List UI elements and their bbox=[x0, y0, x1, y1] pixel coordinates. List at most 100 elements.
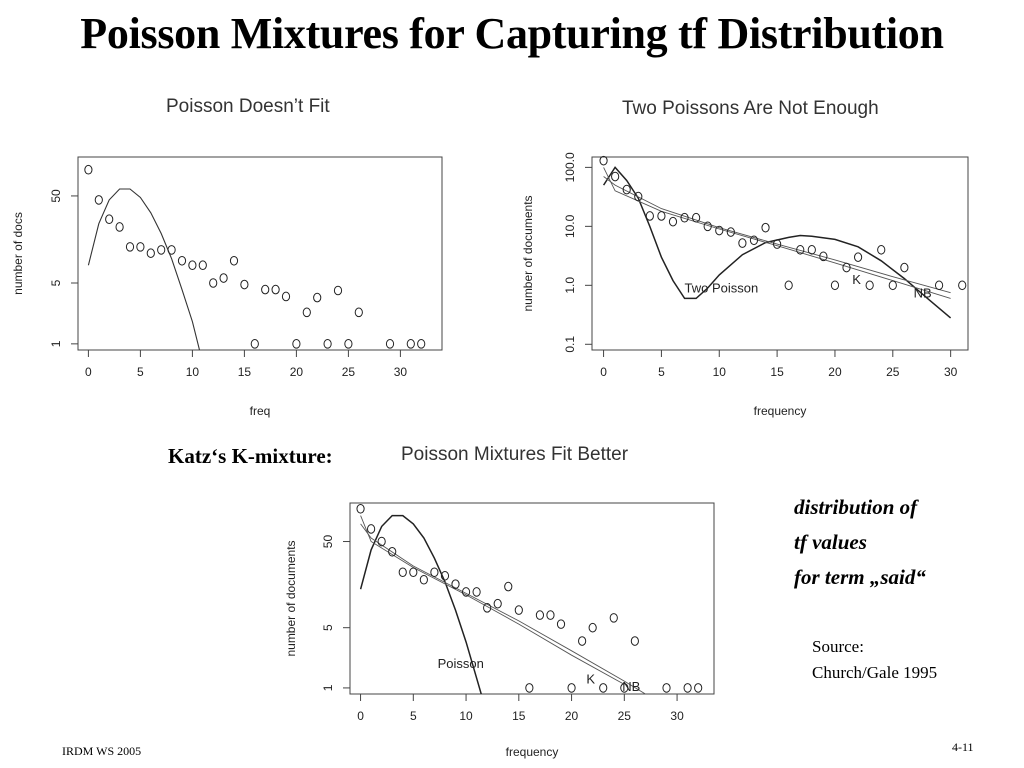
series-label: Poisson bbox=[438, 656, 484, 671]
data-point bbox=[807, 245, 816, 255]
data-point bbox=[738, 238, 747, 248]
x-tick-label: 10 bbox=[186, 365, 200, 379]
data-point bbox=[761, 222, 770, 233]
chart-2-title: Two Poissons Are Not Enough bbox=[622, 98, 879, 119]
y-tick-label: 5 bbox=[321, 624, 335, 631]
data-point bbox=[281, 291, 291, 302]
source-label: Source: bbox=[812, 637, 864, 656]
plot-frame bbox=[591, 156, 969, 351]
x-tick-label: 0 bbox=[600, 365, 607, 379]
data-point bbox=[323, 339, 332, 349]
data-point bbox=[877, 245, 886, 255]
x-tick-label: 25 bbox=[342, 365, 356, 379]
data-point bbox=[630, 636, 639, 646]
data-point bbox=[94, 195, 103, 205]
data-point bbox=[703, 221, 712, 232]
data-point bbox=[367, 524, 376, 534]
x-tick-label: 15 bbox=[512, 709, 526, 723]
x-tick-label: 25 bbox=[886, 365, 900, 379]
poisson-curve bbox=[87, 188, 201, 350]
source-citation: Church/Gale 1995 bbox=[812, 663, 938, 682]
data-point bbox=[271, 284, 280, 295]
data-point bbox=[388, 546, 397, 557]
plot-frame bbox=[349, 502, 715, 695]
data-point bbox=[599, 155, 608, 166]
data-point bbox=[461, 587, 471, 597]
y-tick-label: 100.0 bbox=[563, 152, 577, 182]
data-point bbox=[715, 225, 724, 236]
data-point bbox=[292, 339, 301, 349]
data-point bbox=[177, 255, 187, 266]
data-point bbox=[784, 280, 793, 291]
x-tick-label: 0 bbox=[85, 365, 92, 379]
series-line-k bbox=[603, 167, 951, 299]
data-point bbox=[611, 171, 620, 182]
data-point bbox=[645, 211, 654, 221]
data-point bbox=[125, 242, 135, 252]
description-line: for term „said“ bbox=[794, 565, 926, 589]
x-tick-label: 25 bbox=[618, 709, 632, 723]
data-point bbox=[535, 610, 545, 620]
data-point bbox=[493, 598, 502, 609]
data-point bbox=[819, 251, 828, 262]
slide-title: Poisson Mixtures for Capturing tf Distri… bbox=[80, 9, 944, 58]
data-point bbox=[219, 273, 228, 283]
x-axis-label: frequency bbox=[506, 745, 559, 759]
data-point bbox=[136, 242, 145, 252]
data-point bbox=[451, 579, 460, 589]
data-point bbox=[115, 222, 124, 232]
data-point bbox=[622, 184, 631, 195]
data-point bbox=[657, 211, 666, 221]
data-point bbox=[240, 279, 249, 290]
chart-1-title: Poisson Doesn’t Fit bbox=[166, 96, 330, 117]
data-point bbox=[620, 683, 629, 693]
data-point bbox=[662, 683, 671, 693]
data-point bbox=[398, 567, 407, 578]
data-point bbox=[409, 567, 418, 578]
chart-3-title: Poisson Mixtures Fit Better bbox=[401, 444, 629, 465]
series-label: K bbox=[852, 272, 861, 287]
data-point bbox=[567, 683, 576, 693]
data-point bbox=[261, 284, 270, 295]
x-tick-label: 5 bbox=[137, 365, 144, 379]
y-tick-label: 1.0 bbox=[563, 277, 577, 294]
data-point bbox=[198, 260, 207, 271]
y-axis-label: number of documents bbox=[284, 540, 298, 656]
data-point bbox=[430, 567, 439, 578]
data-point bbox=[344, 339, 353, 349]
data-point bbox=[609, 613, 618, 623]
x-tick-label: 5 bbox=[410, 709, 417, 723]
x-axis-label: frequency bbox=[754, 404, 807, 418]
x-tick-label: 0 bbox=[357, 709, 364, 723]
data-point bbox=[250, 339, 259, 349]
data-point bbox=[888, 280, 897, 291]
x-tick-label: 20 bbox=[565, 709, 579, 723]
x-tick-label: 10 bbox=[459, 709, 473, 723]
x-axis-label: freq bbox=[250, 404, 271, 418]
x-tick-label: 10 bbox=[713, 365, 727, 379]
description-line: distribution of bbox=[794, 495, 918, 519]
data-point bbox=[302, 307, 311, 318]
y-axis-label: number of documents bbox=[521, 195, 535, 311]
series-label: NB bbox=[622, 679, 640, 694]
data-point bbox=[483, 603, 492, 613]
x-tick-label: 15 bbox=[770, 365, 784, 379]
data-point bbox=[599, 683, 608, 693]
data-point bbox=[865, 280, 874, 291]
footer-course: IRDM WS 2005 bbox=[62, 744, 142, 758]
data-point bbox=[188, 260, 197, 271]
series-line-poisson bbox=[359, 514, 483, 694]
y-tick-label: 50 bbox=[49, 189, 63, 203]
katz-label: Katz‘s K-mixture: bbox=[168, 444, 333, 468]
data-point bbox=[692, 212, 701, 223]
data-point bbox=[229, 255, 239, 266]
y-tick-label: 5 bbox=[49, 279, 63, 286]
data-point bbox=[504, 581, 513, 592]
data-point bbox=[694, 683, 703, 693]
y-tick-label: 50 bbox=[321, 535, 335, 549]
x-tick-label: 30 bbox=[670, 709, 684, 723]
description-line: tf values bbox=[794, 530, 867, 554]
